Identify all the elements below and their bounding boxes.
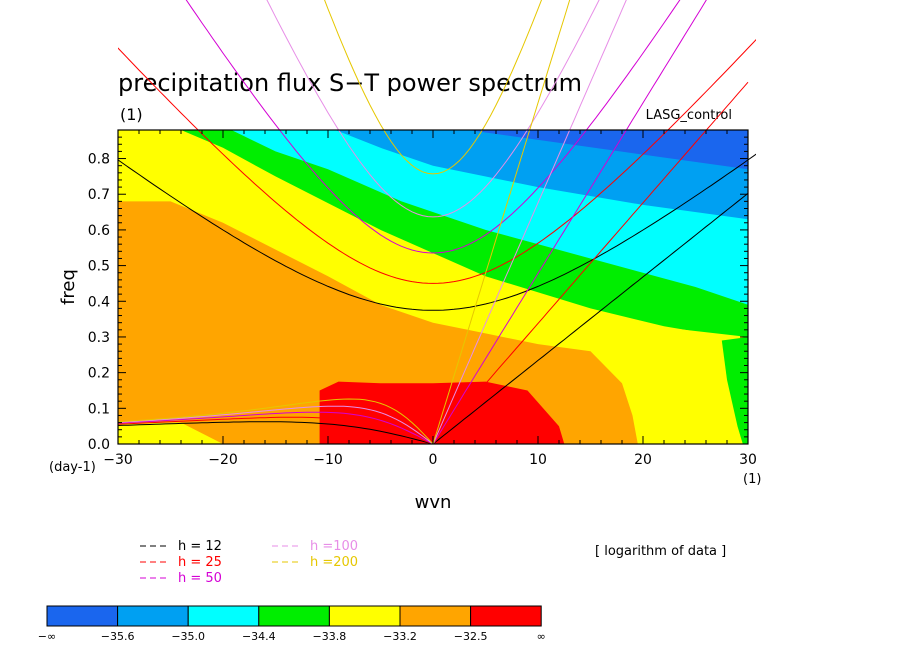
y-tick-label: 0.2: [88, 366, 110, 382]
x-tick-label: −10: [313, 452, 343, 468]
colorbar-label: −35.6: [101, 630, 135, 643]
run-label: LASG_control: [646, 108, 732, 123]
dispersion-curves: [118, 0, 756, 444]
x-axis-label: wvn: [415, 492, 452, 513]
y-tick-label: 0.1: [88, 401, 110, 417]
colorbar-label: −32.5: [454, 630, 488, 643]
legend-label: h = 12: [178, 539, 222, 554]
contour-band-32.5: [319, 381, 565, 444]
gravity-curve-h12: [118, 153, 756, 311]
x-tick-label: −20: [208, 452, 238, 468]
x-tick-label: 10: [529, 452, 547, 468]
legend-label: h =100: [310, 539, 358, 554]
x-tick-label: 30: [739, 452, 757, 468]
colorbar-swatch: [187, 605, 260, 627]
legend-label: h =200: [310, 555, 358, 570]
chart-title: precipitation flux S−T power spectrum: [118, 69, 582, 97]
x-tick-label: 0: [429, 452, 438, 468]
rossby-curve-h12: [118, 421, 434, 444]
kelvin-curve-h12: [432, 192, 749, 444]
rossby-curve-h200: [118, 398, 434, 444]
kelvin-curve-h50: [432, 0, 707, 444]
y-tick-label: 0.6: [88, 223, 110, 239]
colorbar-swatch: [399, 605, 472, 627]
axes: −30 −20 −10 0 10 20 30 0.0 0.1 0.2 0.3 0.4 0.5 0.6 0.7…: [88, 130, 757, 468]
kelvin-curve-h100: [432, 0, 627, 444]
kelvin-curve-h200: [432, 0, 571, 444]
y-units-label: (day-1): [49, 460, 96, 475]
y-tick-label: 0.5: [88, 259, 110, 275]
colorbar-label: −35.0: [171, 630, 205, 643]
colorbar-label: −∞: [38, 630, 56, 643]
title-units: (1): [120, 105, 143, 124]
y-axis-label: freq: [58, 269, 79, 305]
y-tick-label: 0.4: [88, 294, 110, 310]
contour-band-33.2: [118, 201, 638, 444]
gravity-curve-h100: [266, 0, 600, 218]
legend-label: h = 50: [178, 571, 222, 586]
contour-band-notch-left: [118, 422, 223, 444]
x-tick-label: −30: [103, 452, 133, 468]
colorbar-swatch: [470, 605, 542, 627]
colorbar-swatch: [117, 605, 189, 627]
colorbar-label: −33.2: [383, 630, 417, 643]
y-tick-label: 0.3: [88, 330, 110, 346]
data-note: [ logarithm of data ]: [595, 544, 726, 559]
y-tick-label: 0.7: [88, 187, 110, 203]
x-units-label: (1): [743, 472, 761, 487]
gravity-curve-h50: [185, 0, 681, 254]
kelvin-curve-h25: [432, 81, 749, 444]
rossby-curve-h25: [118, 416, 434, 444]
colorbar-swatch: [328, 605, 401, 627]
y-tick-label: 0.0: [88, 437, 110, 453]
colorbar: −∞ −35.6 −35.0 −34.4 −33.8 −33.2 −32.5 ∞: [38, 605, 546, 643]
colorbar-label: −33.8: [313, 630, 347, 643]
legend-label: h = 25: [178, 555, 222, 570]
gravity-curve-h25: [118, 39, 756, 284]
contour-fill-layer: [118, 130, 748, 444]
colorbar-swatch: [46, 605, 119, 627]
rossby-curve-h50: [118, 411, 434, 444]
colorbar-label: −34.4: [242, 630, 276, 643]
colorbar-swatch: [258, 605, 330, 627]
y-tick-label: 0.8: [88, 152, 110, 168]
colorbar-label: ∞: [537, 630, 546, 643]
x-tick-label: 20: [634, 452, 652, 468]
gravity-curve-h200: [324, 0, 543, 175]
rossby-curve-h100: [118, 405, 434, 444]
contour-band-right-green: [721, 337, 748, 444]
